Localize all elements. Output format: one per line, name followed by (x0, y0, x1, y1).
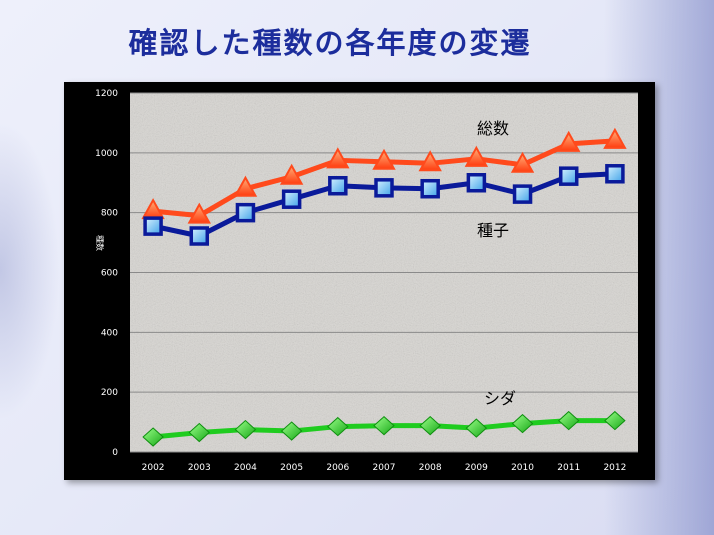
data-point-square (605, 164, 625, 184)
data-point-triangle (279, 163, 304, 185)
data-point-square (189, 226, 210, 246)
y-tick-label: 0 (112, 448, 118, 458)
data-point-diamond (280, 421, 303, 441)
x-tick-label: 2009 (465, 463, 488, 473)
data-point-diamond (142, 427, 164, 447)
data-point-diamond (234, 419, 257, 440)
series-label: 総数 (477, 119, 509, 138)
y-tick-label: 1200 (95, 89, 118, 99)
data-point-triangle (510, 151, 535, 173)
data-point-square (374, 178, 394, 198)
y-tick-label: 200 (101, 388, 118, 398)
data-point-square (143, 216, 163, 236)
data-point-triangle (326, 147, 350, 169)
y-tick-label: 600 (101, 269, 118, 279)
data-point-square (328, 175, 348, 196)
data-point-diamond (604, 410, 626, 431)
data-point-triangle (557, 130, 581, 152)
y-axis: 0 200 400 600 800 1000 1200 (95, 89, 118, 458)
x-tick-label: 2007 (373, 463, 396, 473)
x-tick-label: 2005 (280, 463, 303, 473)
x-tick-label: 2012 (603, 463, 626, 473)
data-point-triangle (233, 175, 258, 197)
x-tick-label: 2004 (234, 463, 257, 473)
y-tick-label: 800 (101, 209, 118, 219)
data-point-triangle (187, 202, 211, 224)
y-axis-label: 種数 (95, 235, 105, 251)
x-tick-label: 2003 (188, 463, 211, 473)
data-point-square (235, 202, 256, 223)
data-point-diamond (511, 413, 534, 434)
y-tick-label: 1000 (95, 149, 118, 159)
series-group (141, 127, 627, 447)
x-tick-label: 2008 (419, 463, 442, 473)
data-point-diamond (465, 418, 488, 438)
background-decoration-left (0, 120, 60, 420)
data-point-triangle (464, 145, 489, 167)
series-label: シダ (484, 389, 516, 408)
data-point-square (466, 173, 487, 193)
y-tick-label: 400 (101, 328, 118, 338)
data-point-diamond (373, 416, 395, 436)
data-point-triangle (372, 148, 396, 170)
data-point-square (512, 184, 533, 204)
x-tick-label: 2006 (326, 463, 349, 473)
data-point-diamond (419, 416, 441, 436)
x-axis: 2002 2003 2004 2005 2006 2007 2008 2009 2010 2011… (142, 463, 627, 473)
data-point-diamond (188, 422, 211, 443)
data-point-square (281, 189, 302, 209)
x-tick-label: 2002 (142, 463, 165, 473)
series-label: 種子 (477, 221, 509, 240)
data-point-diamond (557, 410, 580, 431)
x-tick-label: 2011 (557, 463, 580, 473)
data-point-square (558, 166, 579, 186)
x-tick-label: 2010 (511, 463, 534, 473)
data-point-square (420, 178, 440, 199)
data-point-diamond (327, 416, 349, 437)
slide-title: 確認した種数の各年度の変遷 (128, 26, 532, 60)
data-point-triangle (603, 127, 627, 149)
data-point-triangle (418, 150, 442, 172)
